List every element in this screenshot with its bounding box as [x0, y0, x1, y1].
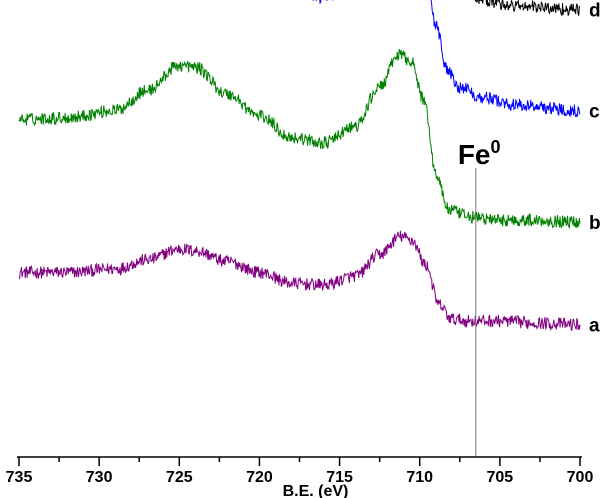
x-tick-label: 730 — [86, 469, 113, 486]
series-line-d — [474, 0, 581, 17]
fe0-reference-sup: 0 — [491, 137, 501, 157]
x-axis-ticks — [18, 457, 581, 466]
series-line-c — [312, 0, 581, 118]
x-tick-label: 705 — [487, 469, 514, 486]
x-tick-label: 715 — [326, 469, 353, 486]
series-label-d: d — [589, 1, 601, 22]
x-tick-label: 725 — [166, 469, 193, 486]
series-label-b: b — [589, 213, 601, 234]
x-axis-tick-labels: 735 730 725 720 715 710 705 700 — [6, 469, 594, 486]
x-tick-label: 700 — [567, 469, 594, 486]
series-line-a — [18, 230, 581, 332]
series-labels: a b c d — [589, 1, 601, 337]
x-axis-title: B.E. (eV) — [283, 483, 349, 498]
x-tick-label: 720 — [246, 469, 273, 486]
series-label-a: a — [589, 316, 600, 337]
series-line-b — [18, 49, 581, 230]
plot-lines — [18, 0, 581, 332]
fe0-reference-label: Fe0 — [458, 137, 501, 170]
fe0-reference-base: Fe — [458, 139, 491, 170]
series-label-c: c — [589, 101, 600, 122]
x-tick-label: 735 — [6, 469, 33, 486]
x-tick-label: 710 — [406, 469, 433, 486]
